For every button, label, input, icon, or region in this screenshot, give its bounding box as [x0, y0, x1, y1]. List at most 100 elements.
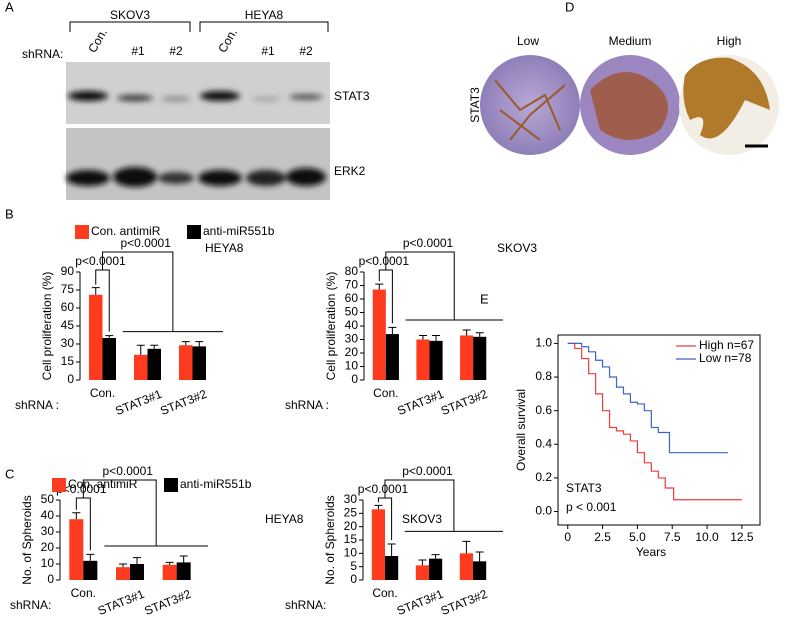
y-tick-label: 0 — [350, 572, 357, 586]
y-tick-label: 0.4 — [535, 436, 552, 450]
panel-label: E — [480, 291, 489, 306]
y-tick-label: 10 — [345, 359, 359, 373]
x-axis-label: shRNA : — [285, 398, 329, 412]
band-label: STAT3 — [334, 89, 370, 103]
p-value: p<0.0001 — [103, 464, 154, 478]
p-value: p<0.0001 — [75, 254, 126, 268]
annotation: p < 0.001 — [566, 500, 617, 514]
bar — [385, 556, 399, 580]
y-tick-label: 30 — [61, 336, 75, 350]
y-tick-label: 0.0 — [535, 504, 552, 518]
p-value: p<0.0001 — [120, 236, 171, 250]
y-tick-label: 30 — [344, 492, 358, 506]
y-tick-label: 40 — [41, 508, 55, 522]
p-value: p<0.0001 — [358, 482, 409, 496]
y-axis-label: No. of Spheroids — [20, 495, 34, 584]
error-bar — [91, 287, 100, 295]
error-bar — [462, 329, 471, 336]
cell-line: SKOV3 — [110, 8, 150, 22]
stain — [590, 72, 668, 140]
x-tick-label: STAT3#2 — [439, 587, 490, 618]
y-tick-label: 30 — [41, 524, 55, 538]
error-bar — [418, 334, 427, 340]
y-tick-label: 90 — [61, 264, 75, 278]
stain — [683, 57, 770, 139]
x-tick-label: Con. — [90, 386, 115, 400]
bar — [89, 294, 103, 380]
bar — [416, 339, 430, 380]
legend-label: anti-miR551b — [203, 224, 275, 238]
western-blot: SKOV3 HEYA8 shRNA: Con. #1 #2 Con. #1 #2… — [22, 8, 370, 200]
bar — [429, 340, 443, 380]
y-tick-label: 60 — [345, 291, 359, 305]
x-tick-label: 2.5 — [594, 530, 611, 544]
error-bar — [165, 561, 174, 565]
error-bar — [150, 344, 159, 349]
bar — [459, 553, 473, 580]
error-bar — [86, 553, 95, 561]
y-tick-label: 15 — [61, 354, 75, 368]
y-tick-label: 0.2 — [535, 470, 552, 484]
level-label: Low — [517, 34, 539, 48]
chart-title: HEYA8 — [205, 241, 244, 255]
x-tick-label: 5.0 — [629, 530, 646, 544]
legend-label: Con. antimiR — [91, 224, 161, 238]
y-tick-label: 0 — [47, 572, 54, 586]
bar — [371, 509, 385, 580]
stain — [494, 79, 566, 141]
chart-title: SKOV3 — [497, 241, 537, 255]
band-label: ERK2 — [334, 164, 366, 178]
error-bar — [431, 554, 440, 559]
bar — [102, 338, 116, 380]
bar — [134, 354, 148, 380]
bar — [162, 564, 177, 580]
lane-label: #1 — [261, 44, 275, 58]
legend-swatch — [187, 225, 201, 239]
y-tick-label: 1.0 — [535, 336, 552, 350]
error-bar — [462, 540, 471, 554]
blot-strip — [66, 128, 330, 200]
bracket — [102, 251, 223, 333]
x-tick-label: STAT3#1 — [113, 387, 164, 418]
bar — [372, 289, 386, 380]
bar — [130, 564, 144, 580]
lane-label: Con. — [215, 26, 240, 55]
x-tick-label: 0 — [564, 530, 571, 544]
y-axis-label: Cell proliferation (%) — [40, 272, 54, 381]
bar — [415, 565, 429, 580]
row-label: STAT3 — [468, 87, 482, 123]
bar — [69, 519, 84, 580]
y-tick-label: 40 — [345, 318, 359, 332]
error-bar — [475, 332, 484, 337]
bar — [116, 567, 130, 580]
legend-label: High n=67 — [699, 338, 754, 352]
bracket — [385, 251, 503, 321]
level-label: High — [717, 34, 742, 48]
y-tick-label: 15 — [344, 532, 358, 546]
bar — [460, 335, 474, 380]
y-tick-label: 0 — [351, 372, 358, 386]
bands — [66, 91, 326, 187]
p-value: p<0.0001 — [403, 236, 454, 250]
y-tick-label: 80 — [345, 264, 359, 278]
x-tick-label: STAT3#1 — [96, 587, 147, 618]
bar — [179, 345, 193, 380]
x-tick-label: STAT3#2 — [439, 387, 490, 418]
error-bar — [475, 551, 484, 562]
error-bar — [387, 543, 396, 556]
lane-label: #1 — [131, 44, 145, 58]
x-tick-label: STAT3#1 — [395, 387, 446, 418]
error-bar — [374, 504, 383, 510]
chart-title: HEYA8 — [265, 512, 304, 526]
x-tick-label: Con. — [372, 586, 397, 600]
panel-label: C — [5, 466, 14, 481]
y-axis-label: Cell proliferation (%) — [324, 272, 338, 381]
y-tick-label: 20 — [344, 519, 358, 533]
x-tick-label: STAT3#1 — [395, 587, 446, 618]
ihc-images: STAT3 Low Medium High — [468, 34, 779, 155]
y-tick-label: 50 — [41, 492, 55, 506]
bar — [83, 560, 98, 580]
legend-label: Con. antimiR — [68, 477, 138, 491]
y-tick-label: 0.6 — [535, 403, 552, 417]
